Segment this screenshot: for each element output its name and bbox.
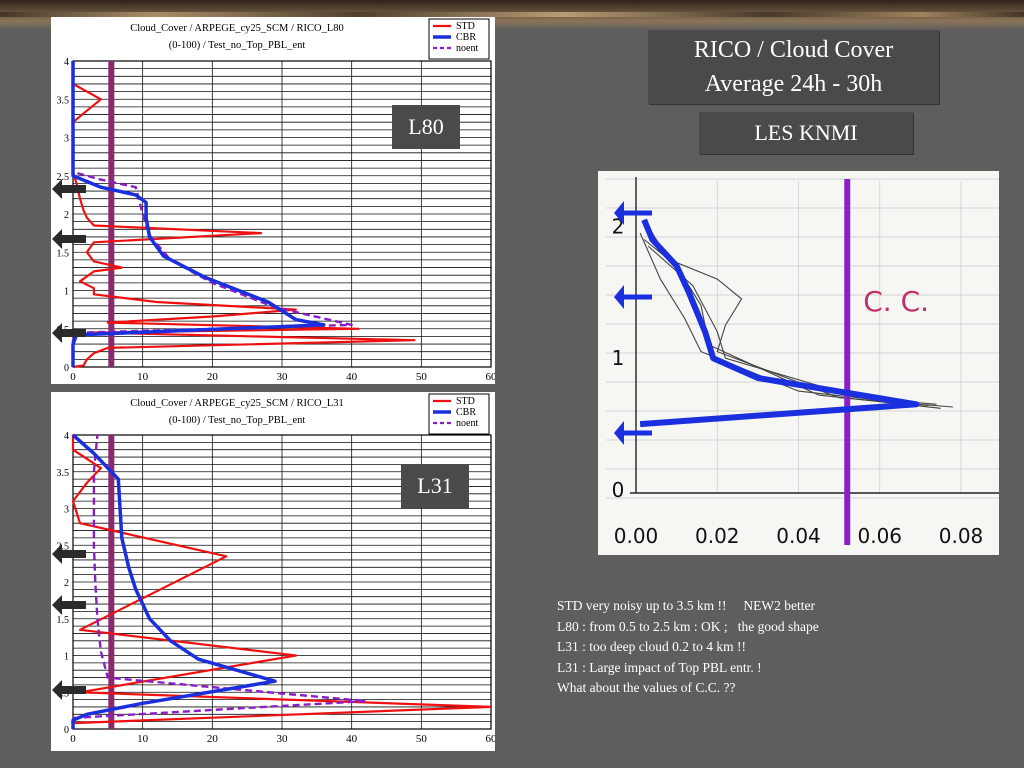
x-tick-label: 0.04: [776, 524, 821, 548]
series-cbr-line: [71, 433, 277, 729]
legend-label: CBR: [456, 407, 476, 418]
x-tick-label: 20: [207, 371, 219, 383]
series-std-line: [71, 435, 493, 729]
left-arrow-icon: [52, 323, 86, 343]
l80-tag: L80: [392, 105, 460, 149]
note-line: L31 : too deep cloud 0.2 to 4 km !!: [557, 639, 746, 654]
plot-frame: [72, 434, 492, 730]
rico-title-box: RICO / Cloud Cover Average 24h - 30h: [648, 30, 939, 104]
y-tick-label: 2.5: [57, 172, 70, 183]
left-arrow-icon: [52, 229, 86, 249]
x-tick-label: 10: [137, 733, 149, 745]
x-tick-label: 0: [70, 733, 76, 745]
y-tick-label: 3: [64, 505, 69, 516]
x-tick-label: 30: [277, 733, 289, 745]
y-tick-label: 1: [64, 652, 69, 663]
decorative-stripe: [0, 12, 1024, 17]
x-tick-label: 0.02: [695, 524, 740, 548]
chart-title: Cloud_Cover / ARPEGE_cy25_SCM / RICO_L80: [130, 23, 344, 34]
note-line: STD very noisy up to 3.5 km !! NEW2 bett…: [557, 598, 815, 613]
note-line: L80 : from 0.5 to 2.5 km : OK ; the good…: [557, 618, 819, 634]
chart-title: Cloud_Cover / ARPEGE_cy25_SCM / RICO_L31: [130, 398, 344, 409]
x-tick-label: 20: [207, 733, 219, 745]
chart-subtitle: (0-100) / Test_no_Top_PBL_ent: [169, 40, 306, 51]
chart-l80: 010203040506000.511.522.533.54Cloud_Cove…: [57, 18, 496, 383]
page-title-line2: Average 24h - 30h: [704, 71, 883, 97]
legend-label: STD: [456, 21, 475, 32]
chart-subtitle: (0-100) / Test_no_Top_PBL_ent: [169, 415, 306, 426]
y-tick-label: 3: [64, 134, 69, 145]
x-tick-label: 30: [277, 371, 289, 383]
chart-l31: 010203040506000.511.522.533.54Cloud_Cove…: [57, 393, 496, 745]
x-tick-label: 40: [346, 371, 358, 383]
y-tick-label: 4: [64, 431, 69, 442]
left-arrow-icon: [52, 544, 86, 564]
les-title-box: LES KNMI: [699, 112, 913, 154]
les-profile-line: [639, 218, 920, 428]
series-cbr-line: [71, 61, 326, 367]
les-label: LES KNMI: [754, 120, 858, 145]
y-tick-label: 1.5: [57, 248, 70, 259]
y-tick-label: 0: [64, 363, 69, 374]
plot-frame: [72, 60, 492, 368]
y-tick-label: 2: [64, 210, 69, 221]
left-arrow-icon: [52, 595, 86, 615]
x-tick-label: 0.00: [614, 524, 659, 548]
y-tick-label: 3.5: [57, 95, 70, 106]
y-tick-label: 1: [64, 287, 69, 298]
legend-label: noent: [456, 43, 478, 54]
chart-panel-l80: 010203040506000.511.522.533.54Cloud_Cove…: [51, 17, 495, 384]
legend-label: noent: [456, 418, 478, 429]
blue-arrow-icon: [614, 421, 624, 445]
x-tick-label: 60: [486, 733, 496, 745]
l31-tag: L31: [401, 464, 469, 508]
page-title-line1: RICO / Cloud Cover: [693, 37, 894, 63]
blue-arrow-icon: [614, 285, 624, 309]
y-tick-label: 2.5: [57, 541, 70, 552]
y-tick-label: 0: [64, 725, 69, 736]
legend-label: CBR: [456, 32, 476, 43]
chart-panel-l31: 010203040506000.511.522.533.54Cloud_Cove…: [51, 392, 495, 751]
x-tick-label: 60: [486, 371, 496, 383]
y-tick-label: 1: [612, 346, 625, 370]
x-tick-label: 0: [70, 371, 76, 383]
les-spread-line: [639, 232, 929, 407]
x-tick-label: 50: [416, 371, 428, 383]
les-chart-panel: 0.00 0.02 0.04 0.06 0.08 0 1 2 C. C.: [598, 171, 999, 555]
note-line: What about the values of C.C. ??: [557, 680, 736, 695]
y-tick-label: 4: [64, 57, 69, 68]
left-arrow-icon: [52, 680, 86, 700]
x-tick-label: 10: [137, 371, 149, 383]
x-tick-label: 0.08: [939, 524, 984, 548]
note-line: L31 : Large impact of Top PBL entr. !: [557, 659, 762, 675]
y-tick-label: 0: [612, 478, 625, 502]
notes-block: STD very noisy up to 3.5 km !! NEW2 bett…: [557, 596, 997, 699]
legend-label: STD: [456, 396, 475, 407]
y-tick-label: 2: [64, 578, 69, 589]
cc-annotation: C. C.: [863, 285, 929, 318]
x-tick-label: 50: [416, 733, 428, 745]
blue-arrow-icon: [614, 201, 624, 225]
y-tick-label: 1.5: [57, 615, 70, 626]
x-tick-label: 0.06: [857, 524, 902, 548]
x-tick-label: 40: [346, 733, 358, 745]
left-arrow-icon: [52, 179, 86, 199]
series-noent-line: [71, 434, 367, 729]
y-tick-label: 3.5: [57, 468, 70, 479]
